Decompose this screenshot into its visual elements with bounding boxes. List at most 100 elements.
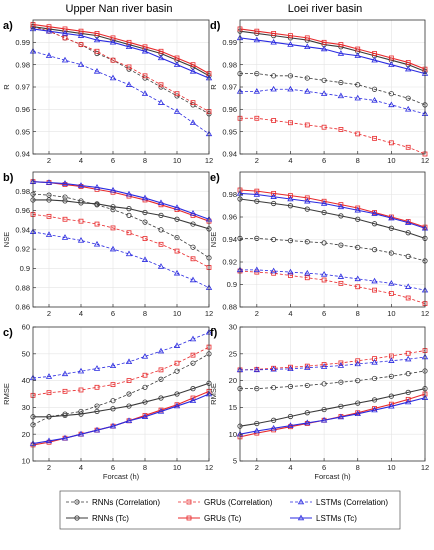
data-point-rnn-tc bbox=[321, 406, 327, 413]
y-tick-label: 0.94 bbox=[15, 150, 30, 159]
series-line-gru-correlation bbox=[32, 346, 210, 396]
data-point-lstm-tc bbox=[304, 43, 311, 49]
x-tick-label: 2 bbox=[47, 156, 51, 165]
data-point-lstm-tc bbox=[388, 402, 395, 409]
data-point-lstm-tc bbox=[125, 417, 133, 424]
data-point-rnn-tc bbox=[338, 213, 344, 219]
data-point-lstm-correlation bbox=[189, 335, 197, 342]
y-tick-label: 60 bbox=[22, 323, 30, 332]
data-point-lstm-correlation bbox=[77, 61, 85, 67]
title-right: Loei river basin bbox=[288, 3, 363, 15]
data-point-rnn-correlation bbox=[287, 383, 294, 390]
data-point-gru-correlation bbox=[174, 91, 180, 97]
data-point-lstm-tc bbox=[109, 422, 117, 429]
data-point-lstm-tc bbox=[189, 397, 197, 403]
data-point-rnn-correlation bbox=[190, 360, 196, 366]
data-point-gru-correlation bbox=[355, 284, 361, 290]
data-point-lstm-correlation bbox=[337, 362, 345, 368]
y-tick-label: 0.94 bbox=[222, 235, 237, 244]
data-point-rnn-tc bbox=[174, 391, 180, 397]
data-point-gru-correlation bbox=[158, 241, 164, 247]
data-point-lstm-tc bbox=[354, 206, 361, 213]
data-point-rnn-tc bbox=[110, 406, 116, 412]
data-point-rnn-tc bbox=[46, 197, 52, 203]
legend-marker-lstm bbox=[297, 498, 305, 505]
series-line-rnn-tc bbox=[239, 30, 426, 72]
data-point-rnn-correlation bbox=[405, 371, 411, 377]
data-point-lstm-tc bbox=[404, 398, 412, 405]
data-point-gru-correlation bbox=[190, 256, 196, 262]
data-point-lstm-tc bbox=[388, 61, 395, 67]
data-point-gru-correlation bbox=[142, 236, 148, 241]
data-point-lstm-tc bbox=[270, 193, 277, 199]
data-point-gru-correlation bbox=[110, 382, 116, 388]
data-point-lstm-correlation bbox=[125, 358, 133, 365]
chart-panel-d: 2 4 6 8 10 12 0.94 0.95 0.96 0.97 0.98 0.99 Rd) bbox=[209, 19, 429, 165]
data-point-gru-correlation bbox=[158, 367, 164, 373]
series-line-gru-tc bbox=[239, 189, 426, 228]
y-tick-label: 0.96 bbox=[222, 213, 237, 222]
x-tick-label: 4 bbox=[79, 156, 83, 165]
y-tick-label: 0.95 bbox=[222, 127, 237, 136]
data-point-lstm-tc bbox=[253, 427, 261, 434]
data-point-rnn-correlation bbox=[388, 373, 394, 379]
data-point-lstm-correlation bbox=[157, 99, 165, 105]
data-point-rnn-correlation bbox=[321, 240, 327, 246]
data-point-rnn-correlation bbox=[94, 403, 100, 409]
data-point-lstm-tc bbox=[45, 27, 53, 34]
data-point-gru-tc bbox=[174, 55, 180, 61]
series-line-lstm-tc bbox=[239, 397, 426, 435]
data-point-lstm-correlation bbox=[173, 108, 181, 114]
data-point-lstm-correlation bbox=[125, 81, 133, 87]
y-axis-label: NSE bbox=[209, 232, 218, 247]
legend-marker-lstm bbox=[297, 514, 305, 521]
data-point-gru-tc bbox=[271, 30, 277, 36]
y-tick-label: 0.97 bbox=[222, 83, 237, 92]
data-point-gru-correlation bbox=[321, 277, 327, 283]
y-tick-label: 0.88 bbox=[15, 283, 30, 292]
data-point-rnn-tc bbox=[321, 209, 327, 216]
data-point-rnn-correlation bbox=[371, 247, 378, 253]
data-point-rnn-correlation bbox=[321, 77, 327, 83]
y-tick-label: 0.94 bbox=[222, 150, 237, 159]
data-point-lstm-correlation bbox=[109, 245, 117, 252]
data-point-rnn-correlation bbox=[254, 71, 260, 77]
x-tick-label: 10 bbox=[387, 463, 395, 472]
x-tick-label: 8 bbox=[143, 309, 147, 318]
data-point-rnn-correlation bbox=[174, 234, 180, 241]
data-point-lstm-correlation bbox=[61, 370, 69, 377]
y-tick-label: 30 bbox=[229, 323, 237, 332]
legend-label: GRUs (Tc) bbox=[204, 514, 242, 523]
panel-letter: f) bbox=[210, 327, 218, 339]
y-tick-label: 0.94 bbox=[15, 225, 30, 234]
data-point-rnn-tc bbox=[405, 389, 411, 395]
chart-panel-e: 2 4 6 8 10 12 0.88 0.9 0.92 0.94 0.96 0.98 NSE e) bbox=[209, 171, 429, 318]
data-point-rnn-tc bbox=[287, 203, 294, 209]
series-line-gru-tc bbox=[32, 23, 210, 75]
data-point-lstm-tc bbox=[189, 210, 197, 216]
data-point-lstm-correlation bbox=[141, 353, 149, 359]
data-point-gru-correlation bbox=[78, 218, 84, 224]
data-point-rnn-tc bbox=[254, 198, 260, 204]
data-point-lstm-tc bbox=[77, 32, 85, 38]
data-point-gru-tc bbox=[405, 60, 411, 65]
data-point-gru-correlation bbox=[126, 64, 132, 70]
data-point-lstm-correlation bbox=[304, 364, 311, 370]
data-point-rnn-correlation bbox=[338, 242, 344, 248]
x-tick-label: 12 bbox=[421, 156, 429, 165]
chart-panel-c: 2 4 6 8 10 12 10 20 30 40 50 60 RMSE Forcast (h) c) bbox=[2, 323, 213, 481]
x-tick-label: 8 bbox=[143, 463, 147, 472]
data-point-gru-correlation bbox=[46, 213, 52, 219]
y-tick-label: 0.96 bbox=[222, 105, 237, 114]
y-tick-label: 0.96 bbox=[15, 206, 30, 215]
data-point-rnn-tc bbox=[78, 200, 84, 206]
series-line-gru-correlation bbox=[239, 350, 426, 371]
data-point-gru-correlation bbox=[126, 378, 132, 384]
data-point-lstm-correlation bbox=[404, 355, 412, 362]
data-point-rnn-correlation bbox=[62, 194, 68, 200]
data-point-lstm-tc bbox=[287, 195, 294, 202]
data-point-lstm-correlation bbox=[93, 240, 101, 247]
data-point-rnn-tc bbox=[304, 206, 310, 212]
data-point-lstm-tc bbox=[157, 408, 165, 414]
legend-marker-gru bbox=[186, 515, 192, 521]
